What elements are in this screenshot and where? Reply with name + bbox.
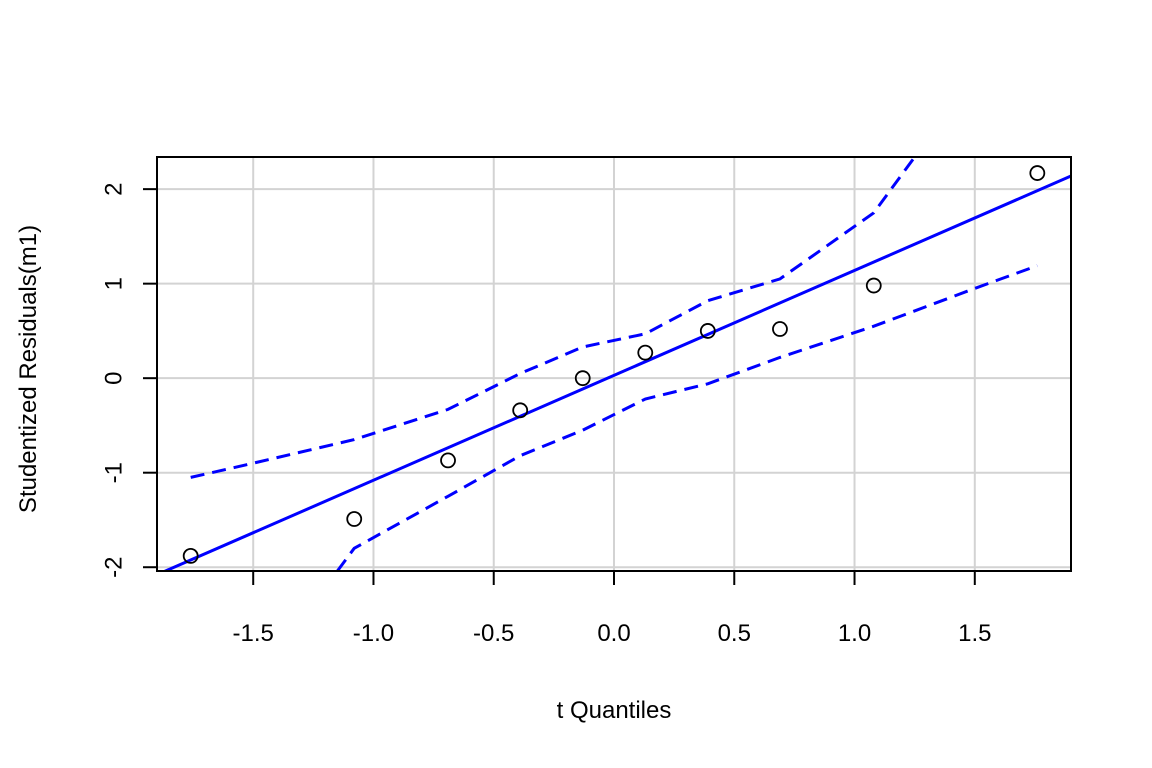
reference-line	[161, 174, 1071, 571]
confidence-bands	[190, 157, 1038, 571]
x-axis: -1.5 -1.0 -0.5 0.0 0.5 1.0 1.5	[233, 570, 991, 647]
y-tick-label: -2	[100, 557, 127, 578]
y-tick-label: 0	[100, 371, 127, 384]
data-points	[182, 165, 1046, 564]
data-point	[512, 402, 529, 419]
grid	[157, 157, 1071, 571]
upper-confidence-band	[190, 157, 916, 479]
reference-line-group	[161, 174, 1071, 571]
y-axis: -2 -1 0 1 2	[100, 182, 158, 578]
x-tick-label: -1.5	[233, 620, 274, 647]
x-tick-label: 0.5	[718, 620, 751, 647]
data-point	[772, 321, 788, 337]
x-axis-title: t Quantiles	[557, 697, 672, 724]
x-tick-label: 1.5	[958, 620, 991, 647]
y-tick-label: 2	[100, 182, 127, 195]
x-tick-label: 0.0	[597, 620, 630, 647]
y-tick-label: 1	[100, 277, 127, 290]
lower-confidence-band	[336, 264, 1038, 571]
data-point	[865, 277, 882, 294]
data-point	[699, 323, 716, 339]
x-tick-label: -1.0	[353, 620, 394, 647]
x-tick-label: 1.0	[838, 620, 871, 647]
data-point	[574, 370, 591, 387]
data-point	[182, 547, 199, 564]
x-tick-label: -0.5	[473, 620, 514, 647]
data-point	[637, 344, 654, 361]
data-point	[1029, 165, 1046, 181]
y-tick-label: -1	[100, 462, 127, 483]
data-point	[346, 511, 363, 527]
data-point	[440, 452, 456, 469]
y-axis-title: Studentized Residuals(m1)	[15, 225, 42, 513]
